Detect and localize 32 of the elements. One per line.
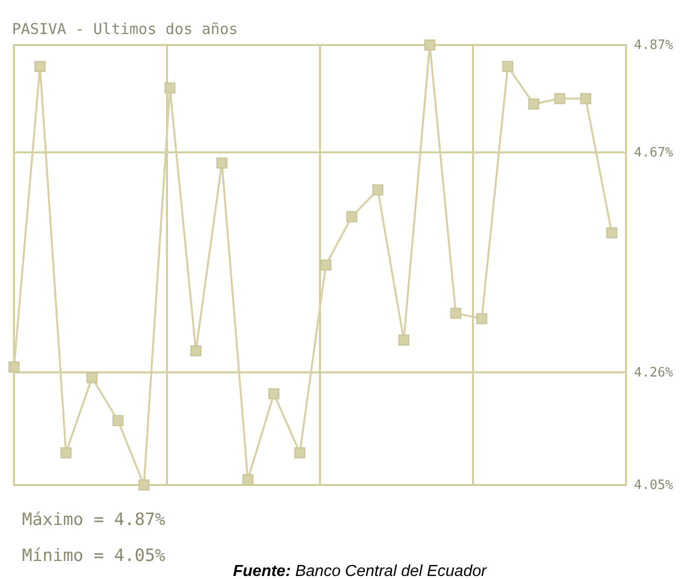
point [398,334,410,346]
point [242,474,254,486]
point [60,447,72,458]
point [606,227,618,238]
point [554,93,566,104]
point [528,98,540,110]
point [476,313,488,324]
text: Máximo = 4.87% [22,510,166,530]
point [424,40,436,50]
chart-title: PASIVA - Ultimos dos años [12,20,238,38]
point [268,388,280,400]
point [86,372,98,384]
point [34,60,46,72]
point [372,184,384,196]
point [190,345,202,356]
y-tick-label: 4.87% [634,38,674,54]
y-tick-label: 4.05% [634,478,674,494]
point [580,93,592,104]
point [294,447,306,458]
point [320,260,332,270]
y-tick-label: 4.67% [634,145,674,160]
point [502,60,514,72]
text: Mínimo = 4.05% [22,546,166,566]
point [346,211,358,222]
point [216,158,228,169]
point [164,82,176,94]
point [112,415,124,426]
point [450,308,462,319]
point [8,361,20,372]
source-note: Fuente: Banco Central del Ecuador [233,563,488,579]
point [138,480,150,490]
y-tick-label: 4.26% [634,365,674,380]
